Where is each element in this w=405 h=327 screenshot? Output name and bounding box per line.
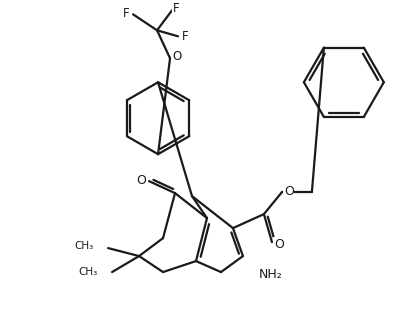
- Text: F: F: [182, 30, 188, 43]
- Text: NH₂: NH₂: [259, 267, 283, 281]
- Text: F: F: [173, 2, 179, 15]
- Text: O: O: [284, 185, 294, 198]
- Text: CH₃: CH₃: [79, 267, 98, 277]
- Text: O: O: [173, 50, 182, 63]
- Text: CH₃: CH₃: [75, 241, 94, 251]
- Text: O: O: [136, 174, 146, 187]
- Text: O: O: [274, 238, 284, 250]
- Text: F: F: [123, 7, 129, 20]
